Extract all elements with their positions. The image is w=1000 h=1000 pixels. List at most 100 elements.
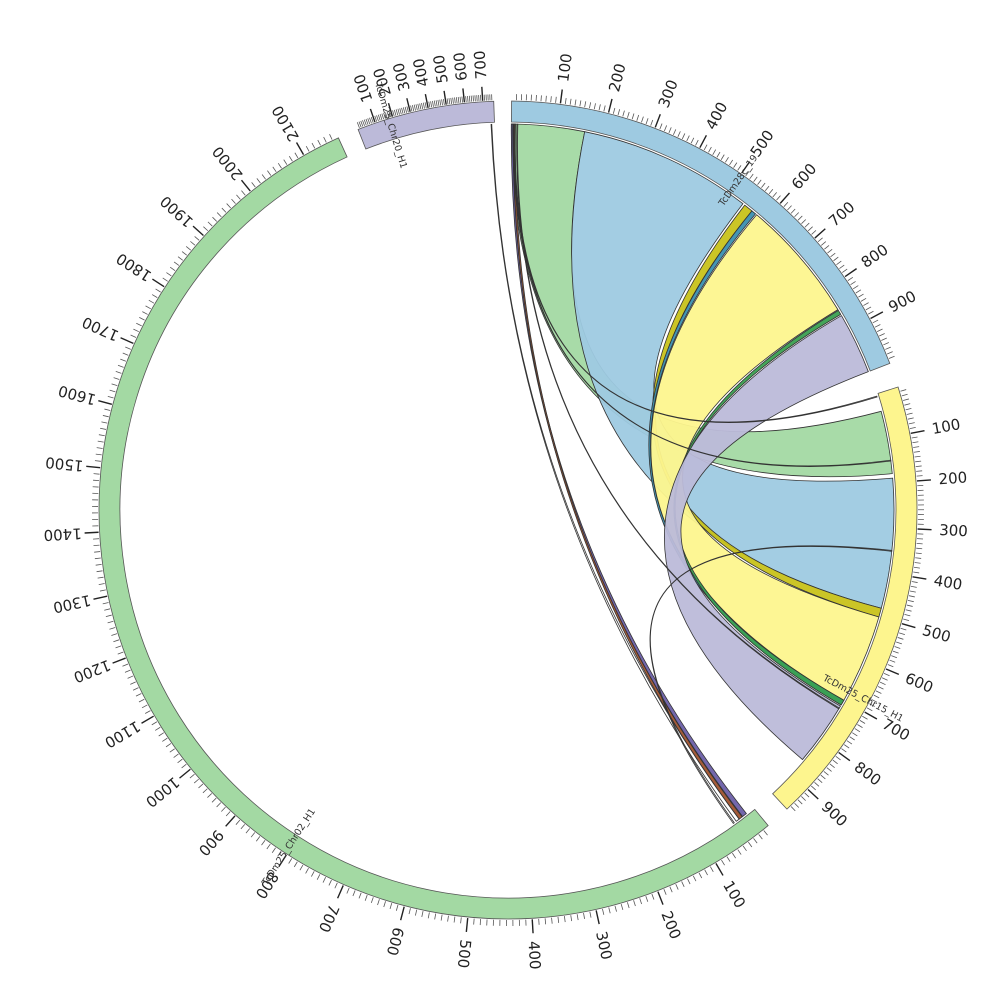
minor-tick-c02: [130, 681, 136, 685]
link-c28-c15-4: [650, 214, 880, 701]
minor-tick-c02: [261, 840, 266, 846]
links-layer: [490, 123, 895, 824]
major-tick-c02-1700: [120, 337, 134, 345]
minor-tick-c02: [136, 322, 142, 327]
minor-tick-c15: [916, 475, 923, 477]
minor-tick-c15: [814, 782, 820, 787]
minor-tick-c02: [225, 811, 231, 817]
minor-tick-c15: [907, 417, 914, 420]
tick-label-c15-400: 400: [932, 571, 963, 593]
minor-tick-c28: [729, 159, 734, 166]
minor-tick-c15: [891, 655, 898, 659]
minor-tick-c20: [377, 114, 381, 121]
minor-tick-c02: [250, 832, 256, 838]
minor-tick-c15: [904, 614, 911, 617]
minor-tick-c02: [473, 918, 475, 925]
minor-tick-c02: [111, 633, 118, 636]
minor-tick-c28: [820, 241, 827, 246]
minor-tick-c28: [664, 125, 668, 132]
minor-tick-c20: [446, 98, 449, 105]
minor-tick-c02: [551, 917, 553, 924]
tick-label-c15-100: 100: [930, 415, 962, 438]
minor-tick-c02: [681, 881, 685, 888]
minor-tick-c15: [913, 571, 920, 574]
tick-label-c02-600: 600: [383, 925, 408, 957]
minor-tick-c15: [909, 427, 916, 429]
major-tick-c28-800: [844, 268, 857, 278]
minor-tick-c28: [677, 131, 681, 138]
minor-tick-c02: [277, 162, 282, 169]
minor-tick-c28: [811, 230, 817, 235]
minor-tick-c20: [419, 103, 422, 110]
minor-tick-c20: [360, 120, 364, 127]
minor-tick-c15: [859, 720, 866, 724]
minor-tick-c02: [294, 152, 299, 159]
minor-tick-c28: [708, 146, 712, 153]
minor-tick-c20: [435, 100, 438, 107]
minor-tick-c28: [545, 95, 547, 102]
minor-tick-c15: [911, 581, 918, 583]
minor-tick-c02: [194, 236, 200, 241]
minor-tick-c20: [369, 117, 372, 124]
minor-tick-c02: [99, 589, 106, 592]
minor-tick-c15: [823, 771, 829, 776]
minor-tick-c28: [720, 154, 725, 160]
minor-tick-c20: [422, 102, 425, 109]
major-tick-c15-700: [864, 711, 878, 720]
minor-tick-c02: [288, 155, 293, 162]
minor-tick-c02: [185, 246, 192, 251]
minor-tick-c20: [467, 95, 469, 102]
minor-tick-c28: [589, 102, 592, 109]
minor-tick-c20: [421, 103, 424, 110]
minor-tick-c02: [305, 146, 310, 152]
minor-tick-c28: [883, 342, 889, 346]
minor-tick-c02: [162, 737, 168, 742]
minor-tick-c02: [389, 903, 393, 910]
minor-tick-c20: [417, 103, 420, 110]
minor-tick-c02: [255, 836, 261, 842]
minor-tick-c02: [207, 793, 213, 798]
minor-tick-c02: [109, 389, 116, 393]
minor-tick-c28: [703, 144, 708, 151]
link-c20-c02-9: [490, 123, 740, 822]
minor-tick-c28: [668, 127, 672, 134]
minor-tick-c15: [854, 728, 861, 733]
minor-tick-c28: [772, 192, 777, 198]
minor-tick-c02: [316, 874, 321, 880]
minor-tick-c02: [181, 763, 187, 769]
minor-tick-c28: [603, 105, 606, 112]
minor-tick-c28: [631, 113, 635, 120]
minor-tick-c28: [636, 114, 640, 121]
minor-tick-c02: [166, 272, 172, 277]
minor-tick-c02: [277, 851, 282, 857]
major-tick-c28-700: [814, 228, 826, 239]
minor-tick-c02: [117, 364, 124, 368]
major-tick-c20-600: [462, 88, 466, 103]
major-tick-c02-900: [225, 815, 236, 827]
minor-tick-c02: [141, 704, 148, 709]
minor-tick-c15: [912, 441, 919, 444]
minor-tick-c28: [865, 306, 872, 311]
tick-label-c15-200: 200: [938, 468, 968, 488]
ideogram-layer: [98, 100, 918, 920]
minor-tick-c20: [439, 99, 442, 106]
major-tick-c02-300: [595, 910, 600, 925]
ticks-layer: [84, 86, 932, 934]
tick-label-c02-1500: 1500: [44, 453, 84, 475]
minor-tick-c15: [911, 436, 918, 439]
minor-tick-c02: [162, 277, 168, 282]
minor-tick-c02: [169, 748, 175, 753]
minor-tick-c15: [879, 681, 886, 686]
minor-tick-c28: [768, 188, 774, 195]
minor-tick-c02: [231, 198, 236, 204]
minor-tick-c20: [411, 105, 415, 112]
minor-tick-c15: [915, 557, 922, 559]
tick-label-c28-100: 100: [554, 52, 576, 83]
major-tick-c02-1800: [152, 278, 165, 288]
major-tick-c15-600: [885, 668, 900, 676]
minor-tick-c28: [790, 208, 796, 214]
minor-tick-c28: [641, 116, 644, 123]
minor-tick-c28: [886, 351, 893, 355]
minor-tick-c02: [113, 639, 120, 643]
tick-label-c15-300: 300: [939, 521, 968, 540]
